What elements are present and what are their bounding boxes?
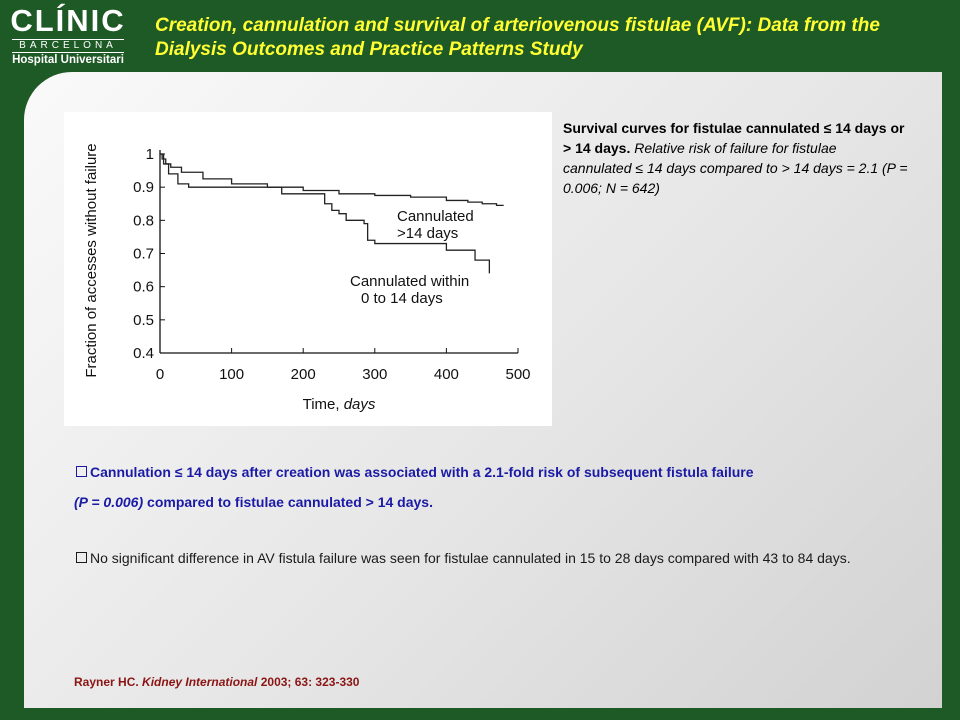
x-axis-label: Time, days: [303, 396, 376, 413]
series-label: Cannulated: [397, 208, 474, 225]
logo-sub-text: BARCELONA: [12, 39, 124, 53]
bullet-1: Cannulation ≤ 14 days after creation was…: [74, 457, 914, 517]
y-tick-label: 0.9: [133, 179, 154, 196]
x-tick-label: 500: [505, 366, 530, 383]
chart-caption: Survival curves for fistulae cannulated …: [563, 118, 908, 198]
clinic-logo: CLÍNIC BARCELONA Hospital Universitari: [8, 4, 128, 68]
series-label: Cannulated within: [350, 273, 469, 290]
y-tick-label: 0.5: [133, 312, 154, 329]
y-tick-label: 1: [146, 146, 154, 163]
survival-chart-svg: 1 0.9 0.8 0.7 0.6 0.5 0.40 100 200 300 400 500 Time,…: [83, 143, 531, 413]
checkbox-bullet-icon: [76, 552, 87, 563]
x-tick-label: 100: [219, 366, 244, 383]
series-label: >14 days: [397, 225, 458, 242]
reference: Rayner HC. Kidney International 2003; 63…: [74, 675, 359, 689]
y-tick-label: 0.7: [133, 246, 154, 263]
reference-author: Rayner HC.: [74, 675, 139, 689]
bullet-1-text-b: compared to fistulae cannulated > 14 day…: [143, 494, 433, 510]
slide-title: Creation, cannulation and survival of ar…: [155, 15, 880, 60]
y-tick-label: 0.4: [133, 345, 154, 362]
x-tick-label: 300: [362, 366, 387, 383]
x-tick-label: 0: [156, 366, 164, 383]
y-tick-label: 0.8: [133, 212, 154, 229]
caption-bold: Survival curves for fistulae cannulated …: [563, 120, 905, 156]
y-axis-label: Fraction of accesses without failure: [83, 143, 100, 377]
logo-hospital-text: Hospital Universitari: [12, 54, 124, 66]
series-line-over-14-days: [160, 153, 504, 207]
checkbox-bullet-icon: [76, 466, 87, 477]
logo-main-text: CLÍNIC: [10, 3, 126, 38]
bullet-1-p-value: (P = 0.006): [74, 494, 144, 510]
bullet-1-text-a: Cannulation ≤ 14 days after creation was…: [90, 464, 754, 480]
x-tick-label: 200: [291, 366, 316, 383]
series-line-0-to-14-days: [160, 153, 491, 274]
bullet-2-text: No significant difference in AV fistula …: [90, 550, 851, 566]
reference-journal: Kidney International: [142, 675, 258, 689]
survival-chart: 1 0.9 0.8 0.7 0.6 0.5 0.4 0 100 200 300 400 500 Time,…: [64, 112, 552, 426]
caption-italic: Relative risk of failure for fistulae ca…: [563, 140, 908, 196]
y-tick-label: 0.6: [133, 279, 154, 296]
reference-details: 2003; 63: 323-330: [257, 675, 360, 689]
x-tick-label: 400: [434, 366, 459, 383]
series-label: 0 to 14 days: [361, 290, 443, 307]
bullet-2: No significant difference in AV fistula …: [74, 543, 914, 573]
